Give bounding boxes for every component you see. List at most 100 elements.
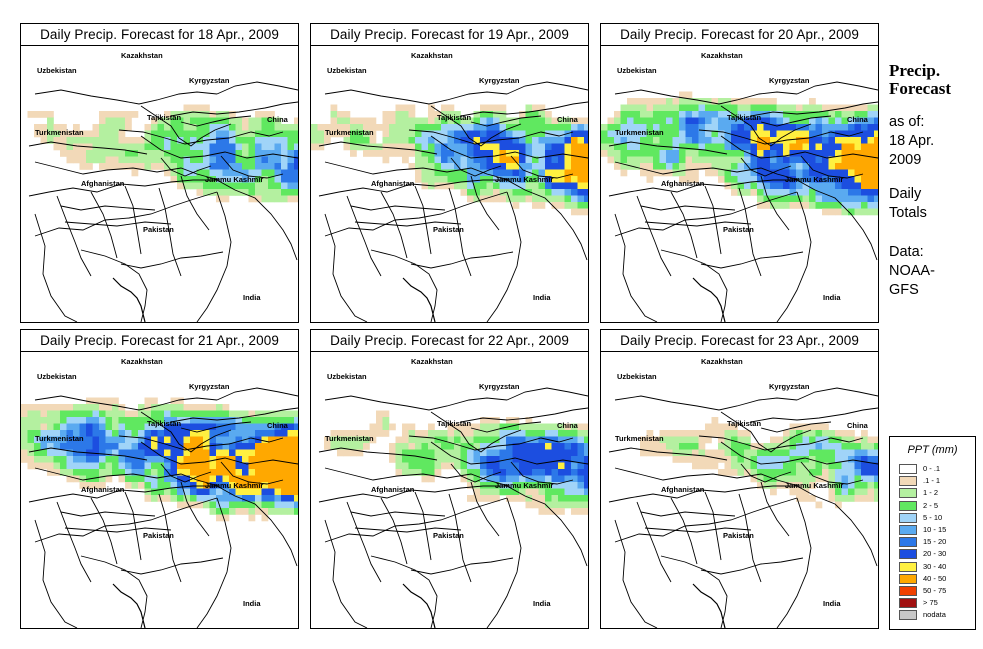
country-label: India xyxy=(243,293,261,302)
precip-cell xyxy=(157,417,165,424)
precip-cell xyxy=(822,156,829,164)
precip-cell xyxy=(287,182,295,190)
precip-cell xyxy=(389,130,396,138)
precip-cell xyxy=(480,449,487,457)
legend-swatch xyxy=(899,525,917,535)
precip-cell xyxy=(532,430,539,437)
panel-title: Daily Precip. Forecast for 22 Apr., 2009 xyxy=(310,329,589,353)
precip-cell xyxy=(558,117,565,125)
precip-cell xyxy=(183,475,191,483)
precip-cell xyxy=(789,137,797,144)
boundary-line xyxy=(614,395,798,411)
precip-cell xyxy=(685,163,693,170)
precip-cell xyxy=(40,436,48,444)
precip-cell xyxy=(558,495,565,502)
precip-cell xyxy=(815,143,823,151)
precip-cell xyxy=(151,156,158,164)
boundary-line xyxy=(34,89,218,105)
precip-cell xyxy=(571,469,578,476)
precip-cell xyxy=(415,430,422,437)
precip-cell xyxy=(564,117,572,125)
precip-cell xyxy=(27,462,35,470)
precip-cell xyxy=(311,137,318,144)
precip-cell xyxy=(525,443,533,450)
precip-cell xyxy=(66,137,74,144)
precip-cell xyxy=(841,117,849,125)
precip-cell xyxy=(248,410,256,418)
precip-cell xyxy=(551,423,559,431)
precip-cell xyxy=(99,443,106,450)
precip-cell xyxy=(66,449,74,457)
precip-cell xyxy=(571,130,578,138)
precip-cell xyxy=(854,189,862,196)
precip-cell xyxy=(138,436,145,444)
country-label: Jammu Kashmir xyxy=(785,481,843,490)
precip-cell xyxy=(802,436,810,444)
precip-cell xyxy=(428,163,435,170)
precip-cell xyxy=(571,176,578,183)
precip-cell xyxy=(434,430,442,437)
precip-cell xyxy=(261,436,269,444)
precip-cell xyxy=(434,143,442,151)
precip-cell xyxy=(486,124,494,131)
panel-title: Daily Precip. Forecast for 20 Apr., 2009 xyxy=(600,23,879,47)
precip-cell xyxy=(848,475,855,483)
precip-cell xyxy=(499,449,507,457)
precip-cell xyxy=(317,137,325,144)
precip-cell xyxy=(493,475,500,483)
precip-cell xyxy=(757,98,764,105)
precip-cell xyxy=(138,423,145,431)
precip-cell xyxy=(776,111,784,118)
precip-cell xyxy=(577,202,585,209)
precip-cell xyxy=(151,404,158,411)
precip-cell xyxy=(421,124,429,131)
precip-cell xyxy=(480,456,487,463)
boundary-line xyxy=(346,195,382,277)
precip-cell xyxy=(287,430,295,437)
precip-cell xyxy=(809,430,816,437)
precip-cell xyxy=(789,182,797,190)
precip-cell xyxy=(493,449,500,457)
precip-cell xyxy=(47,137,54,144)
boundary-line xyxy=(196,191,232,322)
precip-cell xyxy=(261,456,269,463)
coastline xyxy=(692,583,726,628)
precip-cell xyxy=(538,508,546,515)
precip-cell xyxy=(480,430,487,437)
precip-cell xyxy=(369,436,377,444)
precip-cell xyxy=(841,156,849,164)
precip-cell xyxy=(261,482,269,489)
precip-cell xyxy=(222,436,230,444)
precip-cell xyxy=(395,111,403,118)
precip-cell xyxy=(235,156,243,164)
precip-cell xyxy=(287,137,295,144)
precip-cell xyxy=(408,130,416,138)
precip-cell xyxy=(776,143,784,151)
precip-cell xyxy=(545,176,552,183)
precip-cell xyxy=(229,182,236,190)
precip-cell xyxy=(454,430,461,437)
precip-cell xyxy=(467,475,474,483)
precip-cell xyxy=(493,111,500,118)
precip-cell xyxy=(653,111,660,118)
precip-cell xyxy=(757,449,764,457)
precip-cell xyxy=(506,130,513,138)
precip-cell xyxy=(538,117,546,125)
precip-cell xyxy=(144,143,152,151)
precip-cell xyxy=(118,469,126,476)
precip-cell xyxy=(261,117,269,125)
boundary-line xyxy=(324,191,508,237)
precip-cell xyxy=(86,436,93,444)
precip-cell xyxy=(255,163,262,170)
precip-cell xyxy=(685,443,693,450)
precip-cell xyxy=(577,137,585,144)
precip-cell xyxy=(467,169,474,177)
precip-cell xyxy=(261,124,269,131)
precip-cell xyxy=(627,104,634,112)
precip-cell xyxy=(731,156,738,164)
precip-cell xyxy=(577,156,585,164)
precip-cell xyxy=(848,195,855,203)
precip-cell xyxy=(34,111,41,118)
precip-cell xyxy=(776,156,784,164)
precip-cell xyxy=(274,117,282,125)
